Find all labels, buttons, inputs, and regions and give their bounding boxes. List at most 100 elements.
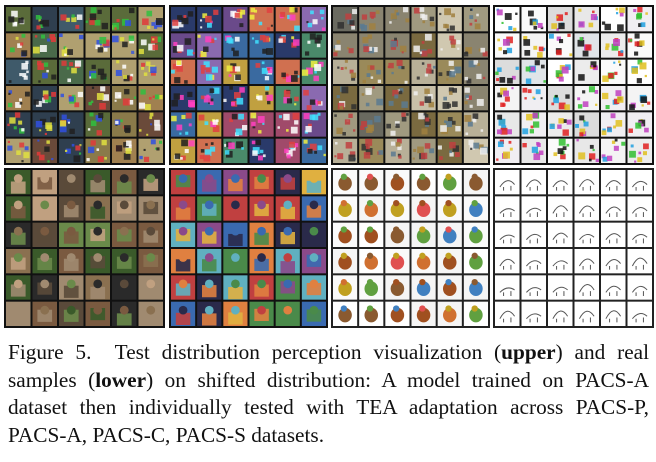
sample-noise [386,123,392,129]
sample-noise [640,96,648,103]
sample-shape [283,305,293,315]
sample-noise [63,46,67,50]
sample-noise [532,21,537,26]
sample-noise [421,128,428,135]
sample-noise [42,72,48,79]
sample-noise [39,24,44,28]
sample-noise [451,120,456,125]
sample-noise [39,20,44,25]
sample-noise [307,148,313,154]
sample-noise [185,112,192,119]
sample-noise [94,19,101,26]
sample-shape [202,313,217,326]
sample-noise [174,77,181,84]
sample-noise [639,62,647,70]
cartoon-shape [338,176,352,191]
sample-noise [404,80,408,84]
sample-noise [579,128,586,135]
sample-shape [119,305,129,315]
sample-noise [569,53,573,57]
generated-sample [301,86,326,111]
real-sample [495,301,520,326]
sample-noise [296,75,300,78]
sample-noise [337,153,344,160]
sample-noise [202,13,208,19]
sample-noise [556,14,564,21]
sample-noise [67,49,73,55]
sample-noise [87,128,91,131]
sample-noise [61,114,67,120]
sample-noise [501,21,504,24]
sample-noise [123,153,131,160]
sample-noise [448,87,454,93]
sample-noise [241,147,244,150]
sample-noise [349,20,355,26]
sample-noise [631,67,638,74]
sample-noise [337,22,345,29]
sample-noise [184,80,188,84]
cartoon-shape [419,279,426,286]
sample-noise [24,91,30,97]
sample-noise [293,39,300,46]
sample-noise [615,90,622,97]
sketch-stroke [578,284,595,297]
sample-noise [200,95,205,100]
cartoon-shape [445,279,452,286]
sketch-stroke [552,260,568,270]
sample-noise [480,129,484,132]
sample-noise [17,43,22,48]
sample-noise [636,14,642,20]
sample-noise [36,151,41,156]
sample-noise [176,124,183,131]
sample-noise [313,75,319,82]
sample-noise [205,143,208,146]
sample-noise [46,125,53,131]
sample-noise [261,61,265,65]
cartoon-shape [393,173,400,180]
sample-noise [476,73,482,80]
sample-noise [91,86,95,89]
sample-noise [205,74,213,81]
real-sample [627,249,652,274]
sample-noise [351,76,356,81]
sample-noise [306,105,312,111]
sample-noise [47,38,51,42]
sample-noise [258,130,262,134]
sample-noise [147,25,151,29]
sample-noise [74,102,80,108]
sample-noise [96,93,104,100]
sample-noise [15,101,22,108]
sample-noise [188,123,192,127]
sample-noise [638,119,646,127]
sample-noise [69,62,74,67]
sample-noise [171,115,177,122]
sample-noise [152,44,158,51]
sketch-stroke [605,285,621,297]
sample-noise [289,141,296,148]
cartoon-shape [364,307,379,323]
sample-noise [421,41,425,44]
cartoon-shape [442,176,457,191]
sample-noise [588,22,594,28]
sample-noise [429,21,435,27]
sample-noise [59,33,63,38]
sample-noise [478,144,484,150]
sample-noise [577,104,583,109]
sample-noise [594,90,599,94]
sketch-stroke [499,258,515,270]
sample-noise [15,36,19,40]
sample-noise [200,69,205,74]
sketch-stroke [499,208,515,218]
sample-noise [64,53,67,57]
sample-noise [314,37,321,44]
sample-noise [397,145,402,151]
sample-noise [470,147,473,150]
sample-shape [228,258,243,271]
sample-noise [617,96,624,103]
sample-noise [283,90,291,98]
sample-noise [602,75,609,82]
sample-noise [398,64,403,69]
sample-noise [464,115,472,122]
sample-noise [267,67,270,71]
sample-noise [522,87,528,93]
